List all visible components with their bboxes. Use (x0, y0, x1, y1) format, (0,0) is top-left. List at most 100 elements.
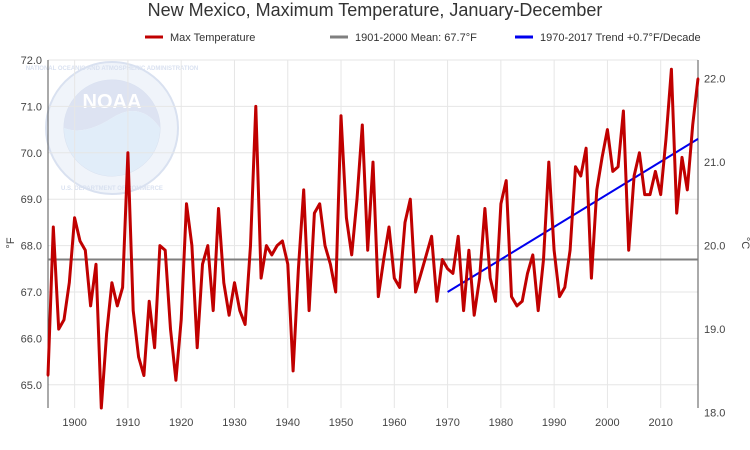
data-point (542, 258, 545, 261)
y-tick-label-right: 22.0 (704, 74, 725, 86)
data-point (398, 286, 401, 289)
data-point (547, 160, 550, 164)
y-tick-label: 66.0 (21, 333, 42, 345)
data-point (116, 304, 119, 308)
data-point (366, 249, 369, 252)
data-point (254, 105, 257, 108)
data-point (313, 211, 316, 215)
data-point (318, 202, 321, 205)
data-point (686, 188, 689, 192)
x-tick-label: 1990 (542, 417, 566, 429)
x-tick-label: 1930 (222, 417, 246, 429)
data-point (584, 147, 588, 150)
data-point (249, 244, 252, 247)
x-tick-label: 1940 (276, 417, 300, 429)
data-point (259, 276, 263, 280)
data-point (286, 263, 289, 266)
grid (48, 59, 698, 408)
data-point (68, 281, 71, 284)
x-tick-label: 1970 (435, 417, 459, 429)
logo-ring-top: NATIONAL OCEANIC AND ATMOSPHERIC ADMINIS… (26, 66, 199, 72)
data-point (164, 249, 167, 252)
data-point (377, 295, 380, 298)
y-tick-label-right: 19.0 (704, 324, 725, 336)
data-point (334, 290, 337, 294)
data-point (457, 235, 460, 238)
data-point (62, 318, 66, 321)
data-point (494, 300, 497, 303)
data-point (526, 272, 529, 275)
data-point (664, 137, 668, 141)
data-point (478, 276, 481, 280)
data-point (659, 193, 662, 196)
logo-ring-bottom: U.S. DEPARTMENT OF COMMERCE (61, 186, 163, 192)
data-point (94, 263, 98, 266)
data-point (46, 374, 50, 377)
data-point (393, 276, 396, 280)
data-point (414, 290, 417, 294)
data-point (622, 109, 625, 113)
data-point (270, 253, 273, 257)
data-point (206, 244, 209, 247)
data-point (100, 406, 103, 410)
y-axis-label-left: °F (5, 237, 17, 248)
data-point (670, 68, 673, 71)
data-point (489, 276, 492, 280)
data-point (355, 198, 359, 201)
data-point (568, 249, 572, 252)
y-tick-label-right: 18.0 (704, 408, 725, 420)
data-point (121, 286, 124, 289)
data-point (158, 244, 162, 247)
data-point (84, 249, 87, 252)
data-point (558, 295, 561, 298)
data-point (696, 77, 700, 80)
data-point (281, 239, 284, 243)
data-point (217, 207, 220, 210)
data-point (371, 160, 375, 164)
data-point (297, 267, 300, 270)
y-tick-label: 68.0 (21, 241, 42, 253)
data-point (105, 332, 108, 335)
data-point (505, 179, 508, 182)
data-point (643, 193, 646, 196)
x-tick-label: 1910 (116, 417, 140, 429)
legend-item-label: 1970-2017 Trend +0.7°F/Decade (540, 32, 701, 44)
data-point (531, 253, 534, 257)
y-tick-label: 65.0 (21, 380, 42, 392)
data-point (552, 249, 556, 252)
data-point (212, 309, 215, 312)
data-point (361, 123, 364, 127)
data-point (291, 369, 295, 373)
data-point (78, 239, 82, 243)
data-point (446, 267, 449, 270)
legend: Max Temperature 1901-2000 Mean: 67.7°F 197… (145, 32, 701, 44)
data-point (648, 193, 652, 196)
y-tick-label: 72.0 (21, 55, 42, 67)
data-point (382, 258, 385, 261)
y-tick-label: 69.0 (21, 194, 42, 206)
data-point (600, 156, 604, 159)
x-tick-label: 2010 (648, 417, 672, 429)
data-point (579, 174, 582, 178)
data-point (521, 300, 524, 303)
data-point (329, 263, 332, 266)
data-point (616, 165, 620, 168)
noaa-logo-icon: NOAA NATIONAL OCEANIC AND ATMOSPHERIC AD… (26, 61, 199, 195)
y-axis-label-right: °C (739, 237, 750, 249)
data-point (153, 346, 156, 349)
data-point (611, 170, 614, 173)
data-point (691, 123, 694, 127)
data-point (323, 244, 327, 247)
axes: 65.0 66.0 67.0 68.0 69.0 70.0 71.0 72.0 1900 1910… (21, 55, 726, 429)
data-point (89, 304, 92, 308)
data-point (675, 211, 678, 215)
data-point (350, 253, 353, 257)
data-point (302, 188, 305, 192)
data-point (563, 286, 566, 289)
data-point (483, 207, 487, 210)
data-point (590, 276, 593, 280)
data-point (142, 374, 146, 377)
data-point (435, 300, 439, 303)
data-point (441, 258, 444, 261)
